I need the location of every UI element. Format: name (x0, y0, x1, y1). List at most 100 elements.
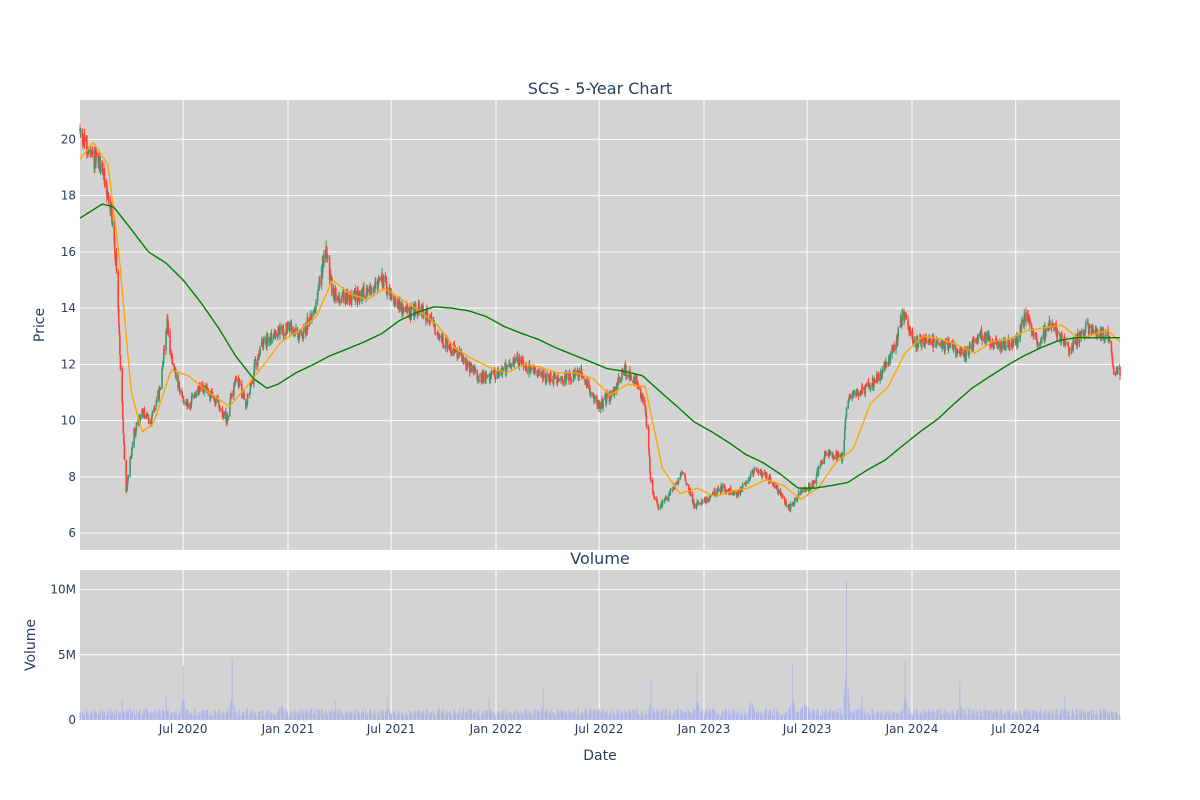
candle-body (1087, 323, 1090, 335)
candle-body (1051, 321, 1053, 324)
candle (864, 384, 867, 398)
candle-body (186, 400, 189, 406)
volume-bar (625, 711, 627, 720)
volume-bar (777, 712, 778, 720)
candle-body (1033, 334, 1035, 336)
candle-body (526, 372, 529, 374)
volume-bar (541, 709, 543, 720)
volume-bar (710, 712, 712, 720)
volume-bar (617, 712, 619, 720)
volume-bar (102, 710, 104, 720)
candle-body (944, 345, 946, 351)
volume-bar (478, 715, 480, 720)
candle-body (166, 317, 169, 324)
volume-bar (581, 713, 583, 720)
volume-bar (897, 713, 899, 720)
candle (586, 376, 588, 388)
candle-body (297, 334, 300, 340)
candle (402, 306, 405, 314)
volume-bar (355, 716, 357, 720)
volume-bar (622, 712, 623, 720)
candle (187, 402, 190, 409)
volume-bar (562, 714, 564, 720)
candle-body (393, 302, 396, 306)
candle-body (737, 490, 740, 495)
candle-body (696, 501, 699, 503)
volume-bar (790, 704, 792, 720)
volume-bar (546, 709, 548, 720)
volume-bar (302, 712, 304, 720)
candle-body (650, 479, 652, 481)
volume-bar (358, 712, 360, 720)
volume-bar (354, 710, 356, 720)
candle-body (482, 371, 485, 383)
candle-body (489, 380, 492, 382)
volume-bar (269, 711, 271, 720)
volume-bar (294, 716, 296, 720)
candle-body (105, 182, 108, 196)
volume-bar (869, 714, 871, 720)
candle (788, 503, 791, 511)
candle-body (473, 367, 476, 372)
volume-bar (443, 708, 445, 720)
volume-bar (173, 713, 175, 720)
candle (848, 393, 851, 403)
volume-bar (538, 712, 540, 720)
candle-body (593, 397, 596, 403)
volume-bar (207, 715, 209, 720)
volume-bar (369, 710, 370, 720)
candle-body (773, 482, 775, 484)
volume-bar (346, 715, 348, 720)
volume-bar (411, 713, 413, 720)
candle-body (453, 344, 455, 355)
candle-body (959, 348, 962, 351)
candle-body (550, 379, 553, 381)
volume-bar (849, 714, 851, 720)
candle-body (671, 489, 674, 491)
candle (761, 472, 764, 478)
candle-body (245, 400, 247, 408)
volume-bar (398, 711, 400, 720)
candle (1012, 345, 1014, 348)
candle-body (879, 372, 881, 381)
volume-bar (696, 673, 698, 720)
volume-bar (297, 714, 299, 720)
candle-body (968, 345, 971, 352)
candle-body (825, 454, 828, 456)
candle-body (119, 354, 122, 370)
candle-body (662, 501, 664, 503)
volume-bar (685, 708, 687, 720)
volume-bar (726, 712, 728, 720)
volume-bar (263, 714, 265, 720)
candle-body (284, 333, 287, 336)
volume-bar (471, 709, 472, 720)
candle-body (928, 338, 931, 340)
candle (869, 385, 872, 393)
candle-body (764, 471, 766, 475)
volume-bar (721, 712, 723, 720)
candle (525, 366, 528, 372)
volume-bar (784, 713, 786, 720)
candle (171, 352, 174, 366)
volume-bar (892, 713, 894, 720)
candle (510, 363, 513, 370)
candle (618, 375, 620, 385)
volume-bar (853, 713, 855, 720)
candle (937, 338, 940, 346)
volume-bar (801, 707, 803, 720)
candle (478, 375, 480, 384)
volume-bar (518, 713, 520, 720)
candle-body (642, 395, 644, 402)
candle (923, 333, 925, 348)
candle-body (384, 277, 387, 279)
volume-bar (405, 713, 407, 720)
candle-body (560, 376, 563, 378)
candle-body (952, 347, 955, 350)
candle-body (687, 484, 690, 490)
volume-bar (447, 713, 449, 720)
volume-bar (175, 710, 177, 720)
volume-bar (362, 711, 364, 720)
candle-body (182, 397, 184, 400)
volume-bar (275, 714, 277, 720)
volume-bar (379, 709, 381, 720)
